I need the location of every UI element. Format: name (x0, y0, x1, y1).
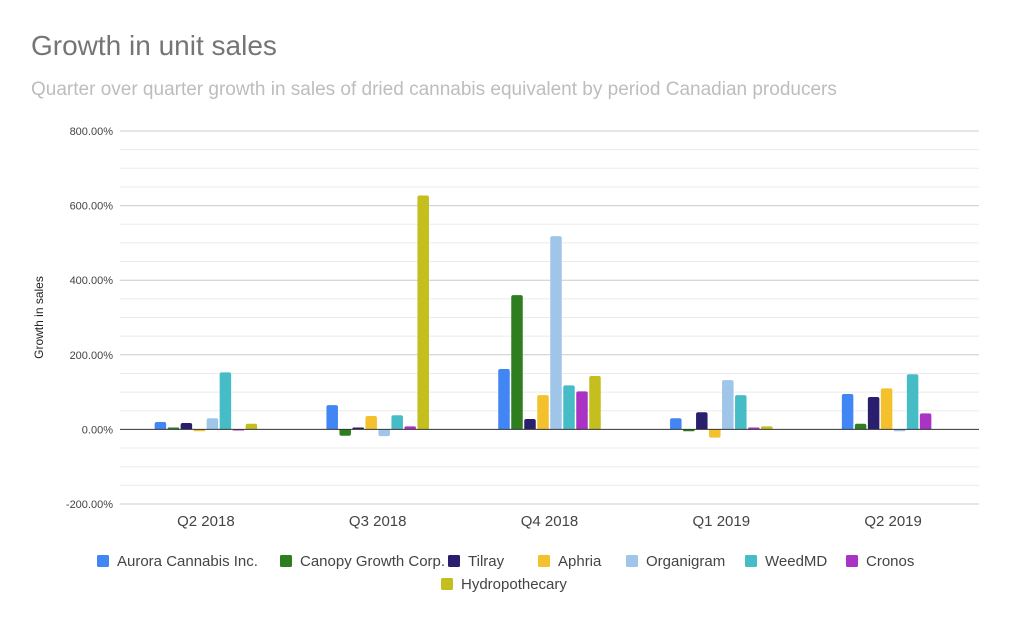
bar (537, 395, 549, 430)
bar (326, 405, 338, 430)
legend: Aurora Cannabis Inc. Canopy Growth Corp. T… (97, 553, 914, 593)
y-tick-label: -200.00% (66, 499, 113, 511)
bar (841, 393, 854, 430)
legend-swatch (280, 555, 292, 567)
y-tick-label: 200.00% (70, 350, 114, 362)
x-tick-label: Q1 2019 (693, 513, 751, 530)
y-tick-label: 600.00% (70, 201, 114, 213)
legend-label: Aurora Cannabis Inc. (117, 553, 258, 570)
y-tick-label: 400.00% (70, 275, 114, 287)
bar (761, 426, 773, 430)
legend-label: Canopy Growth Corp. (300, 553, 445, 570)
bar (722, 380, 734, 430)
legend-label: Hydropothecary (461, 576, 567, 593)
y-axis-title: Growth in sales (32, 276, 46, 359)
legend-swatch (846, 555, 858, 567)
x-tick-label: Q3 2018 (349, 513, 407, 530)
legend-swatch (538, 555, 550, 567)
bar (563, 385, 575, 430)
bar (919, 413, 932, 430)
x-tick-label: Q4 2018 (521, 513, 579, 530)
chart-title: Growth in unit sales (31, 30, 277, 61)
bar (854, 423, 867, 430)
bar (867, 396, 880, 430)
legend-swatch (97, 555, 109, 567)
legend-swatch (441, 578, 453, 590)
bar (524, 418, 536, 430)
legend-label: Cronos (866, 553, 914, 570)
bar (391, 415, 403, 430)
bar (154, 421, 167, 430)
legend-label: Aphria (558, 553, 602, 570)
bar (245, 423, 258, 430)
bar (735, 395, 747, 430)
bar (880, 388, 893, 430)
bars (154, 195, 932, 438)
x-tick-label: Q2 2018 (177, 513, 235, 530)
axes: -200.00% 0.00% 200.00% 400.00% 600.00% 800.00… (32, 126, 979, 530)
bar (378, 429, 390, 437)
bar (404, 426, 416, 430)
bar (670, 418, 682, 430)
bar (417, 195, 429, 430)
bar (206, 418, 219, 430)
bar (696, 412, 708, 430)
legend-swatch (448, 555, 460, 567)
bar (709, 429, 721, 438)
y-tick-label: 800.00% (70, 126, 114, 138)
y-tick-label: 0.00% (82, 424, 113, 436)
bar (180, 423, 193, 430)
legend-label: Tilray (468, 553, 505, 570)
bar (576, 391, 588, 430)
x-tick-label: Q2 2019 (864, 513, 922, 530)
legend-swatch (626, 555, 638, 567)
bar (339, 429, 351, 436)
bar (550, 236, 562, 430)
bar (906, 374, 919, 430)
bar (589, 376, 601, 430)
legend-label: Organigram (646, 553, 725, 570)
bar (511, 295, 523, 430)
bar (219, 372, 232, 430)
bar (365, 415, 377, 430)
legend-label: WeedMD (765, 553, 827, 570)
legend-swatch (745, 555, 757, 567)
chart-subtitle: Quarter over quarter growth in sales of … (31, 79, 837, 100)
bar (498, 368, 510, 430)
gridlines (120, 130, 979, 505)
